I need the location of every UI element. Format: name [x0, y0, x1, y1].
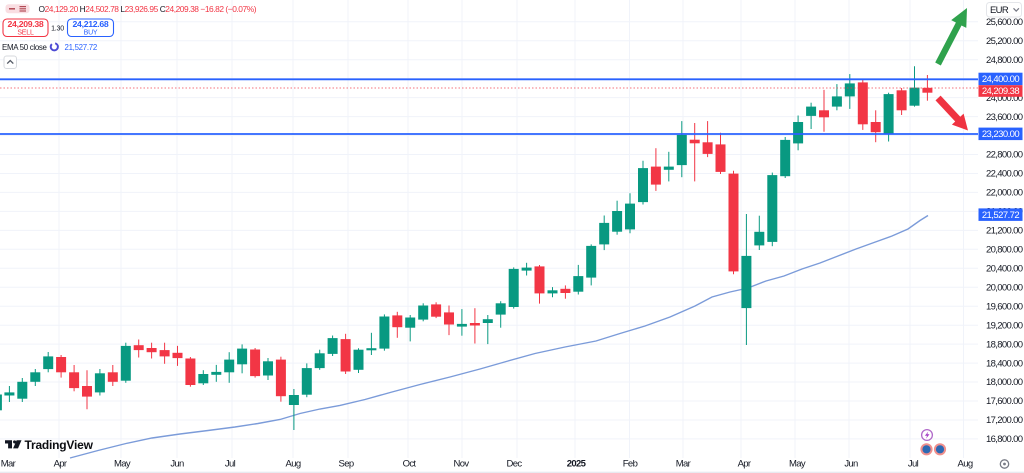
svg-text:21,527.72: 21,527.72: [982, 210, 1020, 221]
svg-text:19,200.00: 19,200.00: [986, 320, 1023, 331]
svg-text:24,209.38: 24,209.38: [982, 86, 1020, 97]
svg-text:May: May: [789, 459, 806, 470]
svg-text:18,000.00: 18,000.00: [986, 377, 1023, 388]
svg-text:18,800.00: 18,800.00: [986, 339, 1023, 350]
svg-text:17,200.00: 17,200.00: [986, 415, 1023, 426]
svg-text:Jul: Jul: [908, 459, 919, 470]
svg-text:Nov: Nov: [454, 459, 470, 470]
svg-text:25,600.00: 25,600.00: [986, 17, 1023, 28]
svg-text:Jul: Jul: [225, 459, 236, 470]
svg-text:24,800.00: 24,800.00: [986, 55, 1023, 66]
svg-text:21,527.72: 21,527.72: [65, 43, 97, 52]
svg-text:20,400.00: 20,400.00: [986, 264, 1023, 275]
svg-text:Apr: Apr: [54, 459, 67, 470]
svg-text:23,230.00: 23,230.00: [982, 129, 1020, 140]
svg-text:Oct: Oct: [403, 459, 417, 470]
svg-text:16,800.00: 16,800.00: [986, 434, 1023, 445]
svg-text:18,400.00: 18,400.00: [986, 358, 1023, 369]
svg-text:24,000.00: 24,000.00: [986, 93, 1023, 104]
svg-text:22,400.00: 22,400.00: [986, 169, 1023, 180]
svg-text:22,000.00: 22,000.00: [986, 188, 1023, 199]
svg-text:2025: 2025: [567, 459, 587, 470]
svg-text:Mar: Mar: [1, 459, 16, 470]
svg-text:TradingView: TradingView: [25, 438, 94, 452]
svg-text:1.30: 1.30: [51, 25, 64, 32]
svg-text:25,200.00: 25,200.00: [986, 36, 1023, 47]
svg-text:O24,129.20 H24,502.78 L23,926.: O24,129.20 H24,502.78 L23,926.95 C24,209…: [39, 4, 257, 14]
svg-text:24,209.38: 24,209.38: [8, 19, 44, 29]
svg-text:EMA 50 close: EMA 50 close: [2, 43, 48, 52]
svg-text:22,800.00: 22,800.00: [986, 150, 1023, 161]
svg-text:Aug: Aug: [958, 459, 973, 470]
svg-text:Jun: Jun: [844, 459, 858, 470]
svg-text:Aug: Aug: [286, 459, 301, 470]
svg-text:EUR: EUR: [990, 5, 1009, 16]
svg-text:20,800.00: 20,800.00: [986, 245, 1023, 256]
svg-text:Mar: Mar: [676, 459, 691, 470]
svg-text:21,200.00: 21,200.00: [986, 226, 1023, 237]
svg-text:BUY: BUY: [84, 30, 98, 37]
svg-text:19,600.00: 19,600.00: [986, 301, 1023, 312]
svg-text:24,400.00: 24,400.00: [982, 74, 1020, 85]
svg-text:17,600.00: 17,600.00: [986, 396, 1023, 407]
svg-text:Sep: Sep: [339, 459, 354, 470]
svg-text:Feb: Feb: [623, 459, 638, 470]
svg-text:May: May: [114, 459, 131, 470]
svg-text:24,212.68: 24,212.68: [73, 19, 109, 29]
svg-text:23,600.00: 23,600.00: [986, 112, 1023, 123]
svg-text:Apr: Apr: [738, 459, 751, 470]
svg-text:Jun: Jun: [170, 459, 184, 470]
svg-text:20,000.00: 20,000.00: [986, 282, 1023, 293]
svg-text:SELL: SELL: [17, 30, 34, 37]
svg-text:Dec: Dec: [507, 459, 523, 470]
